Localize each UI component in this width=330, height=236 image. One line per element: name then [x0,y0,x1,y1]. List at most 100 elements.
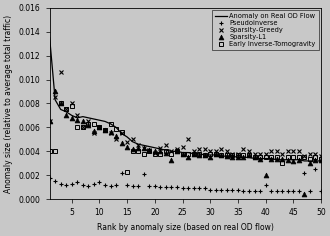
Early Inverse-Tomogravity [242,154,246,156]
Early Inverse-Tomogravity [302,156,306,159]
Sparsity-L1 [170,158,174,161]
Pseudoinverse [158,186,162,189]
Anomaly on Real OD Flow [208,154,212,156]
Anomaly on Real OD Flow [131,140,135,143]
Sparsity-Greedy [275,150,279,153]
Sparsity-L1 [70,116,74,119]
Anomaly on Real OD Flow [242,156,246,159]
Sparsity-L1 [153,150,157,153]
Early Inverse-Tomogravity [109,122,113,125]
Pseudoinverse [136,185,140,187]
Pseudoinverse [48,176,51,179]
Sparsity-Greedy [230,152,234,155]
Sparsity-Greedy [219,148,223,150]
Sparsity-L1 [164,151,168,154]
Early Inverse-Tomogravity [136,150,140,153]
Anomaly on Real OD Flow [164,149,168,152]
Early Inverse-Tomogravity [230,154,234,156]
Sparsity-Greedy [308,152,312,155]
Anomaly on Real OD Flow [314,160,317,162]
Pseudoinverse [297,190,301,192]
Anomaly on Real OD Flow [158,148,162,150]
Anomaly on Real OD Flow [236,156,240,159]
Early Inverse-Tomogravity [86,122,90,125]
Anomaly on Real OD Flow [280,158,284,161]
Anomaly on Real OD Flow [264,157,268,160]
Line: Sparsity-L1: Sparsity-L1 [47,89,323,197]
Pseudoinverse [170,186,174,189]
Early Inverse-Tomogravity [147,150,151,153]
Early Inverse-Tomogravity [181,152,184,155]
Pseudoinverse [131,185,135,187]
Sparsity-L1 [247,154,251,156]
Sparsity-Greedy [291,150,295,153]
Anomaly on Real OD Flow [302,160,306,162]
Anomaly on Real OD Flow [92,118,96,120]
Pseudoinverse [75,181,79,184]
Anomaly on Real OD Flow [214,154,218,156]
Pseudoinverse [275,190,279,192]
Pseudoinverse [302,172,306,174]
Sparsity-Greedy [70,102,74,105]
Early Inverse-Tomogravity [264,156,268,159]
Sparsity-L1 [219,154,223,156]
Y-axis label: Anomaly size (relative to average total traffic): Anomaly size (relative to average total … [4,14,13,193]
Pseudoinverse [175,186,179,189]
Pseudoinverse [308,190,312,192]
Sparsity-L1 [125,145,129,148]
Pseudoinverse [164,186,168,189]
Anomaly on Real OD Flow [219,155,223,158]
Sparsity-Greedy [92,132,96,135]
Pseudoinverse [64,183,68,186]
Sparsity-Greedy [131,138,135,141]
Early Inverse-Tomogravity [114,127,118,130]
Sparsity-Greedy [136,144,140,147]
Pseudoinverse [59,182,63,185]
Anomaly on Real OD Flow [319,160,323,162]
Early Inverse-Tomogravity [125,170,129,173]
Sparsity-L1 [136,146,140,149]
Early Inverse-Tomogravity [103,128,107,131]
Sparsity-L1 [120,142,124,144]
Pseudoinverse [86,185,90,187]
Sparsity-L1 [186,156,190,159]
Early Inverse-Tomogravity [153,152,157,155]
Early Inverse-Tomogravity [120,131,124,134]
Sparsity-Greedy [302,155,306,158]
Line: Anomaly on Real OD Flow: Anomaly on Real OD Flow [50,38,321,161]
Pseudoinverse [247,190,251,192]
Early Inverse-Tomogravity [314,156,317,159]
Anomaly on Real OD Flow [59,108,63,111]
Anomaly on Real OD Flow [142,144,146,147]
Sparsity-L1 [142,146,146,149]
Sparsity-Greedy [64,108,68,111]
Early Inverse-Tomogravity [97,126,101,129]
Pseudoinverse [286,190,290,192]
Sparsity-L1 [230,156,234,159]
Pseudoinverse [192,187,196,190]
Pseudoinverse [147,185,151,187]
Sparsity-Greedy [242,148,246,150]
Sparsity-Greedy [252,152,256,155]
Sparsity-Greedy [142,146,146,149]
Anomaly on Real OD Flow [81,115,85,118]
Line: Early Inverse-Tomogravity: Early Inverse-Tomogravity [47,101,323,174]
Early Inverse-Tomogravity [48,150,51,153]
Pseudoinverse [280,190,284,192]
Anomaly on Real OD Flow [75,116,79,119]
Pseudoinverse [225,188,229,191]
Early Inverse-Tomogravity [247,154,251,156]
Early Inverse-Tomogravity [59,102,63,105]
Sparsity-L1 [308,162,312,165]
Anomaly on Real OD Flow [64,110,68,113]
Pseudoinverse [291,190,295,192]
Pseudoinverse [81,183,85,186]
Sparsity-L1 [53,90,57,93]
Pseudoinverse [53,180,57,183]
Sparsity-L1 [86,124,90,126]
Sparsity-Greedy [264,152,268,155]
Early Inverse-Tomogravity [258,156,262,159]
Sparsity-Greedy [203,148,207,150]
Anomaly on Real OD Flow [175,150,179,153]
Sparsity-L1 [252,156,256,159]
